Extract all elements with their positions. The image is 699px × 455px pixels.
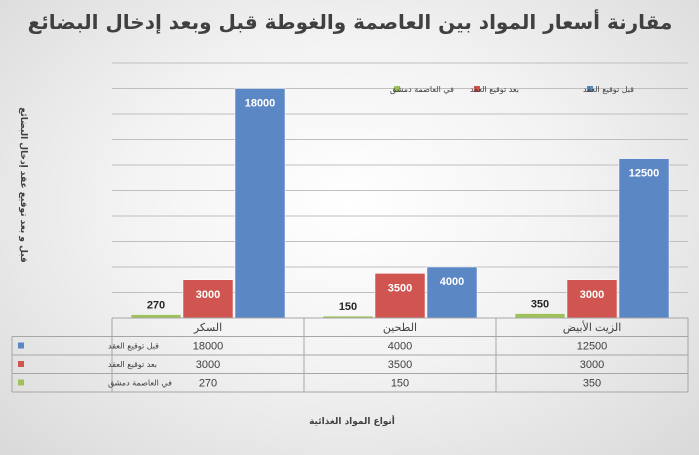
data-label: 4000 xyxy=(440,276,464,288)
bar xyxy=(234,88,286,319)
data-label: 270 xyxy=(147,300,165,312)
category-tick-label: الزيت الأبيض xyxy=(563,320,622,334)
legend-key xyxy=(18,342,24,349)
bar xyxy=(566,279,618,319)
legend: قبل توقيع العقد بعد توقيع العقد في العاصمة… xyxy=(390,85,634,94)
data-label: 3500 xyxy=(388,282,412,294)
category-tick-label: السكر xyxy=(193,322,222,334)
chart-title: مقارنة أسعار المواد بين العاصمة والغوطة … xyxy=(28,8,673,34)
bar xyxy=(130,314,182,319)
table-cell: 3500 xyxy=(388,359,412,371)
data-label: 3000 xyxy=(196,289,220,301)
legend-entry: في العاصمة دمشق xyxy=(390,85,454,94)
table-cell: 18000 xyxy=(193,341,224,353)
legend-entry: بعد توقيع العقد xyxy=(470,85,519,94)
data-label: 350 xyxy=(531,299,549,311)
bar xyxy=(426,266,478,319)
legend-key xyxy=(18,379,24,386)
data-label: 12500 xyxy=(629,168,660,180)
legend-entry: قبل توقيع العقد xyxy=(583,85,634,94)
bar xyxy=(618,158,670,319)
x-axis-label: أنواع المواد الغذائية xyxy=(309,415,395,427)
data-label: 18000 xyxy=(245,98,276,110)
table-cell: 12500 xyxy=(577,341,608,353)
table-row-header: بعد توقيع العقد xyxy=(108,360,157,369)
bar xyxy=(374,273,426,319)
table-row-header: قبل توقيع العقد xyxy=(108,342,159,351)
table-cell: 350 xyxy=(583,378,601,390)
data-label: 150 xyxy=(339,301,357,313)
bar xyxy=(182,279,234,319)
data-label: 3000 xyxy=(580,289,604,301)
table-cell: 3000 xyxy=(580,359,604,371)
legend-swatch xyxy=(474,86,480,92)
table-cell: 270 xyxy=(199,378,217,390)
y-axis-label: قبل و بعد توقيع عقد إدخال البضائع xyxy=(18,107,28,263)
plot-area: 12500 3000 350 4000 3500 150 18000 3000 270 xyxy=(112,62,688,319)
table-cell: 4000 xyxy=(388,341,412,353)
data-table: الزيت الأبيض الطحين السكر قبل توقيع العقد 12… xyxy=(11,317,689,393)
table-row-header: في العاصمة دمشق xyxy=(108,379,172,388)
legend-swatch xyxy=(587,86,593,92)
table-cell: 150 xyxy=(391,378,409,390)
bar xyxy=(514,313,566,319)
legend-swatch xyxy=(394,86,400,92)
table-cell: 3000 xyxy=(196,359,220,371)
legend-key xyxy=(18,361,24,367)
category-tick-label: الطحين xyxy=(383,322,417,334)
